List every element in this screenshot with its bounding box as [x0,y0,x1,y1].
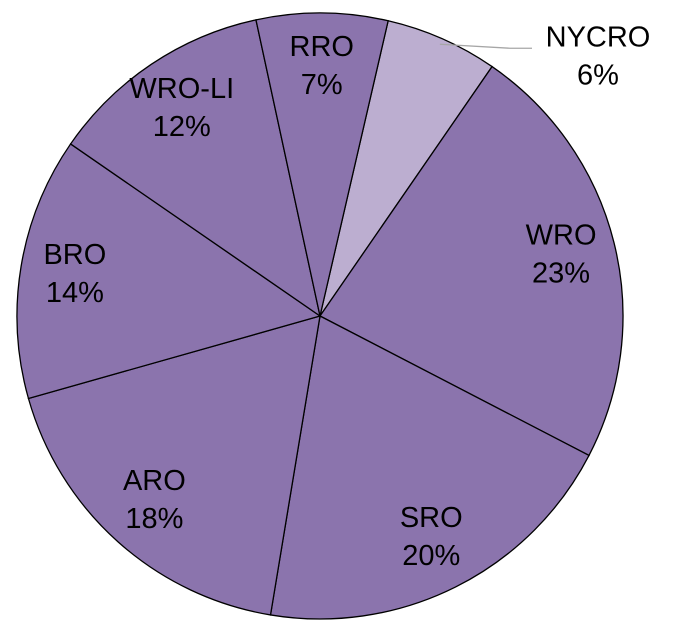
slice-label: SRO [400,502,463,534]
pie-slice [269,315,590,620]
pie-slice [27,315,321,616]
slice-label: WRO-LI [129,73,234,105]
slice-value-label: 6% [577,60,619,92]
slice-value-label: 14% [46,277,104,309]
leader-line [439,43,532,49]
slice-label: WRO [526,220,597,252]
slice-label: BRO [43,239,106,271]
pie-slice [319,65,624,457]
slice-value-label: 18% [125,503,183,535]
slice-label: RRO [290,31,354,63]
slice-value-label: 20% [402,540,460,572]
pie-slice [69,19,321,318]
pie-slice [16,143,322,400]
slice-value-label: 12% [153,111,211,143]
slice-value-label: 7% [301,69,343,101]
slice-label: ARO [123,465,186,497]
slice-value-label: 23% [532,258,590,290]
slice-label: NYCRO [546,22,651,54]
pie-slice [255,12,389,317]
